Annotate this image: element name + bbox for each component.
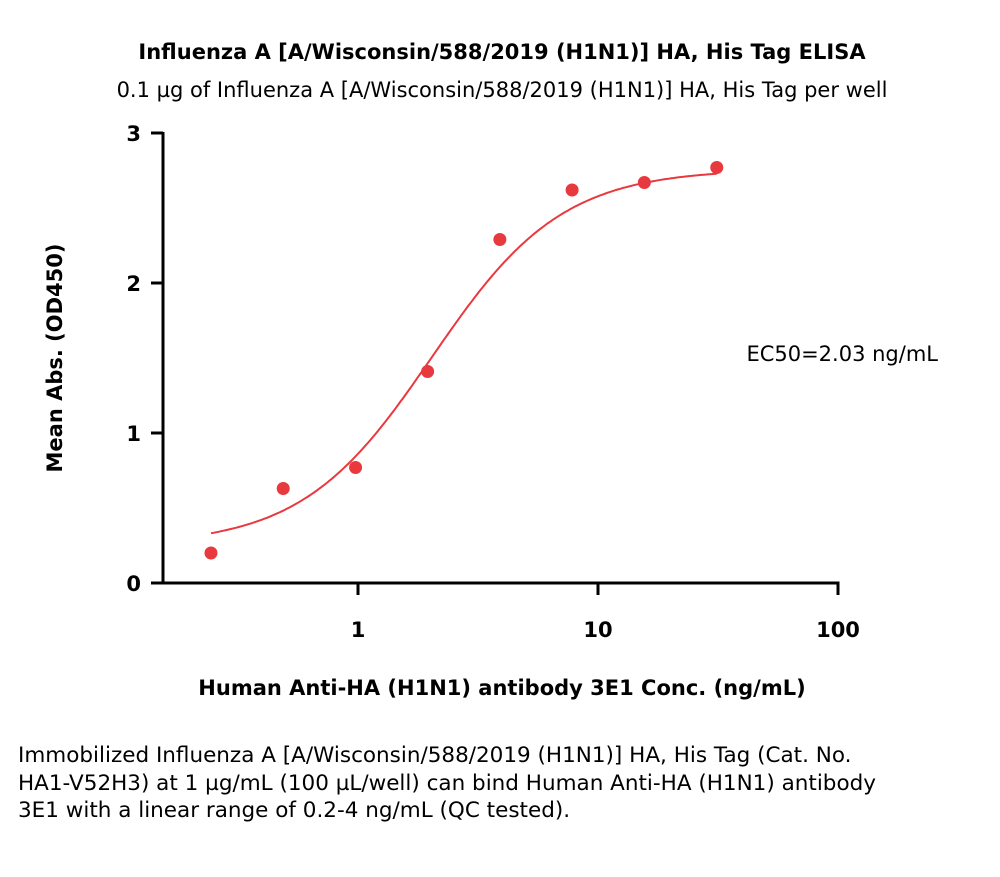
data-point: [421, 365, 435, 378]
ec50-annotation: EC50=2.03 ng/mL: [746, 342, 938, 366]
figure-caption: Immobilized Influenza A [A/Wisconsin/588…: [18, 743, 876, 823]
data-point: [276, 482, 290, 495]
data-point: [349, 461, 363, 474]
data-point: [204, 546, 218, 560]
data-point: [493, 233, 507, 246]
y-tick-label: 2: [126, 272, 141, 296]
fit-curve: [210, 172, 717, 535]
x-axis-label: Human Anti-HA (H1N1) antibody 3E1 Conc. …: [198, 676, 805, 700]
chart-title: Influenza A [A/Wisconsin/588/2019 (H1N1)…: [138, 40, 866, 64]
data-point: [710, 161, 724, 174]
data-point: [637, 176, 651, 189]
y-tick-label: 1: [126, 422, 141, 446]
x-tick-label: 1: [351, 618, 366, 642]
y-tick-label: 3: [126, 122, 141, 146]
chart-subtitle: 0.1 µg of Influenza A [A/Wisconsin/588/2…: [117, 78, 888, 102]
y-tick-label: 0: [126, 572, 141, 596]
x-tick-label: 10: [583, 618, 612, 642]
data-point: [565, 183, 579, 197]
y-axis-label: Mean Abs. (OD450): [43, 244, 67, 473]
x-tick-label: 100: [816, 618, 860, 642]
